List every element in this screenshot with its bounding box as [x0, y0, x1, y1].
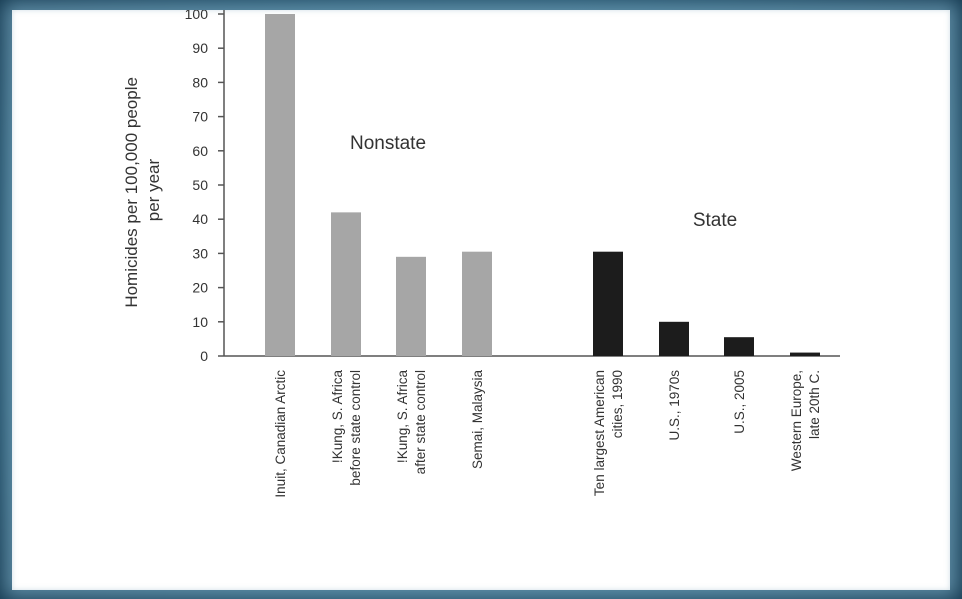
bar-6 — [724, 337, 754, 356]
y-tick-label-90: 90 — [192, 40, 208, 56]
group-label-state: State — [693, 210, 737, 231]
category-label-2-line-1: after state control — [413, 370, 428, 474]
category-label-3-line-0: Semai, Malaysia — [470, 370, 485, 470]
bar-3 — [462, 251, 492, 356]
category-label-6: U.S., 2005 — [732, 370, 747, 434]
category-label-1: !Kung, S. Africa before state control — [330, 370, 363, 486]
y-tick-label-50: 50 — [192, 177, 208, 193]
category-label-2: !Kung, S. Africa after state control — [395, 370, 428, 475]
y-tick-label-70: 70 — [192, 109, 208, 125]
bar-0 — [265, 14, 295, 356]
y-tick-label-30: 30 — [192, 245, 208, 261]
category-label-1-line-0: !Kung, S. Africa — [330, 370, 345, 464]
bars — [265, 14, 820, 356]
category-label-0-line-0: Inuit, Canadian Arctic — [273, 370, 288, 498]
category-label-4-line-1: cities, 1990 — [610, 370, 625, 438]
category-label-3: Semai, Malaysia — [470, 370, 485, 470]
y-tick-label-80: 80 — [192, 74, 208, 90]
category-label-4-line-0: Ten largest American — [592, 370, 607, 496]
y-axis-title: Homicides per 100,000 people per year — [122, 72, 163, 307]
y-axis-title-line-1: Homicides per 100,000 people — [122, 77, 141, 308]
y-tick-label-40: 40 — [192, 211, 208, 227]
category-label-7-line-0: Western Europe, — [789, 370, 804, 471]
category-label-7-line-1: late 20th C. — [807, 370, 822, 439]
bar-5 — [659, 321, 689, 356]
y-tick-label-100: 100 — [185, 10, 209, 22]
category-label-5-line-0: U.S., 1970s — [667, 370, 682, 441]
category-label-5: U.S., 1970s — [667, 370, 682, 441]
y-axis-title-line-2: per year — [144, 158, 163, 221]
bar-4 — [593, 251, 623, 356]
category-label-7: Western Europe, late 20th C. — [789, 370, 822, 471]
category-label-2-line-0: !Kung, S. Africa — [395, 370, 410, 464]
y-tick-label-10: 10 — [192, 314, 208, 330]
bar-7 — [790, 352, 820, 356]
y-tick-label-0: 0 — [200, 348, 208, 364]
y-tick-label-20: 20 — [192, 280, 208, 296]
homicide-bar-chart: 0 10 20 30 40 50 60 70 80 90 100 Inuit, Canadian A… — [122, 10, 840, 498]
y-tick-label-60: 60 — [192, 143, 208, 159]
axes — [223, 10, 840, 357]
bar-2 — [396, 256, 426, 356]
y-ticks: 0 10 20 30 40 50 60 70 80 90 100 — [185, 10, 224, 364]
category-label-0: Inuit, Canadian Arctic — [273, 370, 288, 498]
chart-frame: 0 10 20 30 40 50 60 70 80 90 100 Inuit, Canadian A… — [12, 10, 950, 590]
category-label-4: Ten largest American cities, 1990 — [592, 370, 625, 496]
category-label-1-line-1: before state control — [348, 370, 363, 486]
category-label-6-line-0: U.S., 2005 — [732, 370, 747, 434]
group-label-nonstate: Nonstate — [350, 133, 426, 154]
category-labels: Inuit, Canadian Arctic !Kung, S. Africa be… — [273, 370, 822, 498]
bar-1 — [331, 212, 361, 356]
